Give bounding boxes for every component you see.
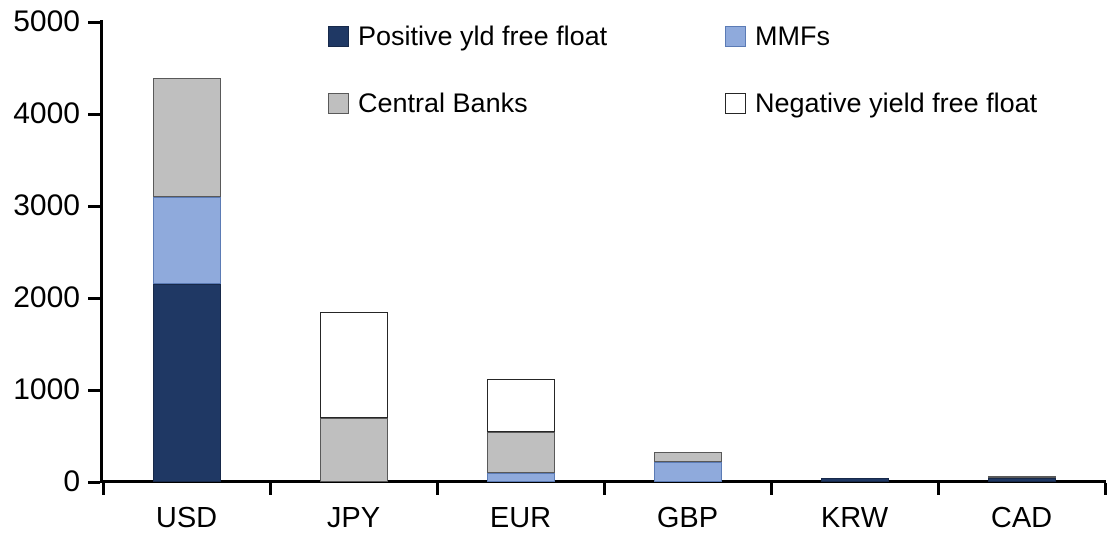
y-tick-label-2000: 2000 [13, 281, 80, 314]
x-tick-3 [602, 483, 606, 495]
y-tick-2000 [88, 296, 100, 300]
bar-segment-usd-mmfs [152, 196, 221, 285]
y-tick-5000 [88, 20, 100, 24]
y-axis-line [100, 20, 103, 483]
bar-segment-gbp-central-banks [653, 451, 722, 462]
bar-segment-cad-positive-yld-free-float [987, 478, 1056, 482]
legend-label-mmfs: MMFs [755, 21, 830, 51]
x-category-label-krw: KRW [820, 502, 889, 534]
x-tick-2 [435, 483, 439, 495]
bar-segment-jpy-negative-yield-free-float [319, 311, 388, 418]
legend-swatch-positive-yld-free-float-icon [328, 26, 349, 47]
x-category-label-cad: CAD [990, 502, 1053, 534]
bar-segment-usd-central-banks [152, 78, 221, 197]
bar-segment-eur-mmfs [486, 472, 555, 482]
bar-segment-eur-central-banks [486, 431, 555, 473]
y-tick-label-3000: 3000 [13, 189, 80, 222]
bar-segment-usd-positive-yld-free-float [152, 284, 221, 482]
bar-segment-eur-negative-yield-free-float [486, 379, 555, 432]
bar-segment-krw-positive-yld-free-float [820, 477, 889, 482]
x-tick-1 [268, 483, 272, 495]
legend-swatch-negative-yield-free-float-icon [725, 93, 746, 114]
y-tick-1000 [88, 388, 100, 392]
y-tick-4000 [88, 112, 100, 116]
legend-label-positive-yld-free-float: Positive yld free float [358, 21, 608, 51]
x-category-label-jpy: JPY [326, 502, 381, 534]
y-tick-0 [88, 480, 100, 484]
legend-swatch-central-banks-icon [328, 93, 349, 114]
x-tick-0 [101, 483, 105, 495]
y-tick-label-4000: 4000 [13, 97, 80, 130]
legend-label-central-banks: Central Banks [358, 88, 528, 118]
legend-swatch-mmfs-icon [725, 26, 746, 47]
x-tick-5 [936, 483, 940, 495]
legend-item-positive-yld-free-float: Positive yld free float [328, 21, 608, 51]
legend-label-negative-yield-free-float: Negative yield free float [755, 88, 1038, 118]
x-tick-4 [769, 483, 773, 495]
x-category-label-usd: USD [155, 502, 218, 534]
bar-segment-gbp-mmfs [653, 461, 722, 482]
bar-segment-jpy-central-banks [319, 417, 388, 482]
y-tick-label-1000: 1000 [13, 373, 80, 406]
x-axis-line [100, 480, 1106, 483]
y-tick-label-0: 0 [63, 465, 80, 498]
y-tick-3000 [88, 204, 100, 208]
x-category-label-gbp: GBP [656, 502, 719, 534]
legend-item-central-banks: Central Banks [328, 88, 528, 118]
x-category-label-eur: EUR [489, 502, 552, 534]
legend-item-negative-yield-free-float: Negative yield free float [725, 88, 1038, 118]
x-tick-6 [1103, 483, 1107, 495]
bar-segment-cad-central-banks [987, 476, 1056, 479]
legend-item-mmfs: MMFs [725, 21, 830, 51]
y-tick-label-5000: 5000 [13, 5, 80, 38]
